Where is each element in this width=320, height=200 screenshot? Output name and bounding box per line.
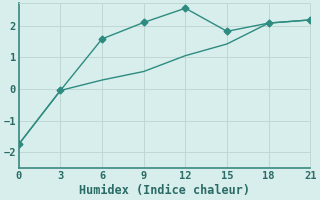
X-axis label: Humidex (Indice chaleur): Humidex (Indice chaleur) [79, 184, 250, 197]
